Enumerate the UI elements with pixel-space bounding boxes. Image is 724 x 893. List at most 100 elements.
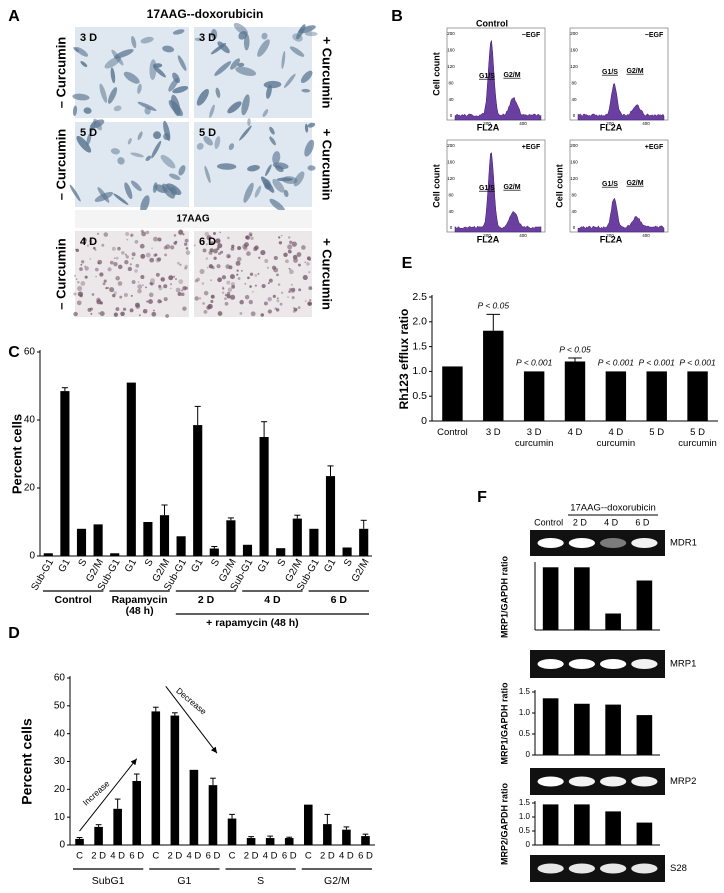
cell	[227, 287, 233, 292]
bar	[605, 613, 621, 630]
cell	[298, 288, 302, 292]
cell	[247, 164, 260, 172]
y-tick-label: 0	[450, 113, 453, 118]
x-tick-label: 2 D	[91, 851, 106, 862]
cell	[267, 296, 272, 302]
histogram	[577, 83, 665, 121]
cell	[276, 299, 280, 303]
bar	[636, 822, 653, 845]
bar	[542, 567, 559, 630]
cell	[185, 250, 191, 255]
bar	[636, 580, 653, 630]
gel-band	[537, 776, 564, 787]
bar	[636, 715, 653, 755]
cell	[278, 236, 281, 239]
cell	[307, 165, 316, 171]
cell	[199, 269, 205, 275]
cell	[109, 260, 114, 265]
cell	[269, 198, 286, 213]
cell	[122, 307, 127, 311]
cell	[210, 294, 215, 299]
gel-band	[631, 776, 658, 787]
cell	[230, 246, 235, 251]
error-bar	[152, 706, 159, 712]
cell	[194, 296, 199, 301]
error-bar	[486, 313, 501, 331]
x-tick-label: 6 D	[282, 851, 297, 862]
group-label: S	[257, 875, 264, 887]
cell	[257, 272, 260, 275]
y-tick-label: 160	[570, 160, 578, 165]
cell	[246, 251, 251, 256]
y-tick-label: 0.5	[412, 390, 427, 402]
cell	[130, 152, 144, 158]
cell	[221, 275, 227, 280]
cell	[90, 119, 105, 129]
row-label-right: + Curcumin	[320, 238, 335, 310]
x-tick-label: 6 D	[358, 851, 373, 862]
cell	[235, 66, 257, 76]
cell	[111, 246, 116, 251]
y-tick-label: 30	[54, 756, 66, 767]
cell	[272, 294, 276, 298]
cell	[283, 73, 296, 88]
x-tick-label: 6 D	[129, 851, 144, 862]
micrograph: 6 D	[193, 231, 313, 317]
peak-label: G2/M	[503, 184, 520, 191]
cell	[107, 267, 112, 272]
cell	[84, 266, 89, 271]
cell	[124, 253, 127, 256]
y-tick-label: 40	[448, 97, 454, 102]
cell	[278, 241, 283, 245]
x-tick-label: Sub-G1	[29, 557, 56, 593]
cell	[130, 180, 142, 192]
cell	[168, 173, 181, 180]
cell	[276, 308, 280, 312]
x-tick-label: 2 D	[167, 851, 182, 862]
cell	[94, 248, 97, 251]
histogram-title: Control	[476, 18, 508, 28]
cell	[254, 284, 257, 287]
cell	[134, 269, 138, 273]
x-tick-label: 5 D	[649, 427, 665, 438]
cell	[178, 279, 184, 285]
y-tick-label: 200	[570, 31, 578, 36]
cell	[114, 49, 134, 59]
condition-label: +EGF	[645, 144, 664, 151]
cell	[178, 229, 184, 235]
peak-label: G2/M	[503, 72, 520, 79]
panel-label: A	[8, 8, 20, 25]
cell	[140, 229, 144, 233]
cell	[250, 311, 256, 317]
cell	[292, 306, 295, 309]
cell	[237, 62, 245, 67]
cell	[172, 72, 181, 84]
y-tick-label: 200	[447, 31, 455, 36]
cell	[231, 285, 236, 289]
cell	[137, 131, 143, 141]
cell	[301, 245, 306, 250]
cell	[97, 259, 103, 265]
bar	[361, 836, 370, 845]
cell	[153, 131, 162, 140]
x-tick-label: C	[229, 851, 236, 862]
cell	[214, 61, 232, 76]
x-tick-label: 4 D	[339, 851, 354, 862]
cell	[184, 238, 189, 243]
cell	[261, 283, 266, 289]
x-tick-label: G1	[256, 557, 272, 574]
cell	[217, 277, 222, 283]
cell	[153, 63, 163, 68]
cell	[142, 308, 148, 314]
bar	[687, 371, 708, 421]
y-tick-label: 0	[59, 840, 65, 851]
gel-band	[631, 863, 658, 874]
cell	[153, 236, 158, 242]
cell	[113, 291, 117, 295]
y-tick-label: 80	[571, 192, 577, 197]
cell	[230, 294, 236, 300]
annotation: Decrease	[174, 686, 209, 717]
cell	[230, 58, 241, 70]
bar	[76, 528, 87, 556]
x-tick-label: 5 D curcumin	[678, 427, 717, 449]
